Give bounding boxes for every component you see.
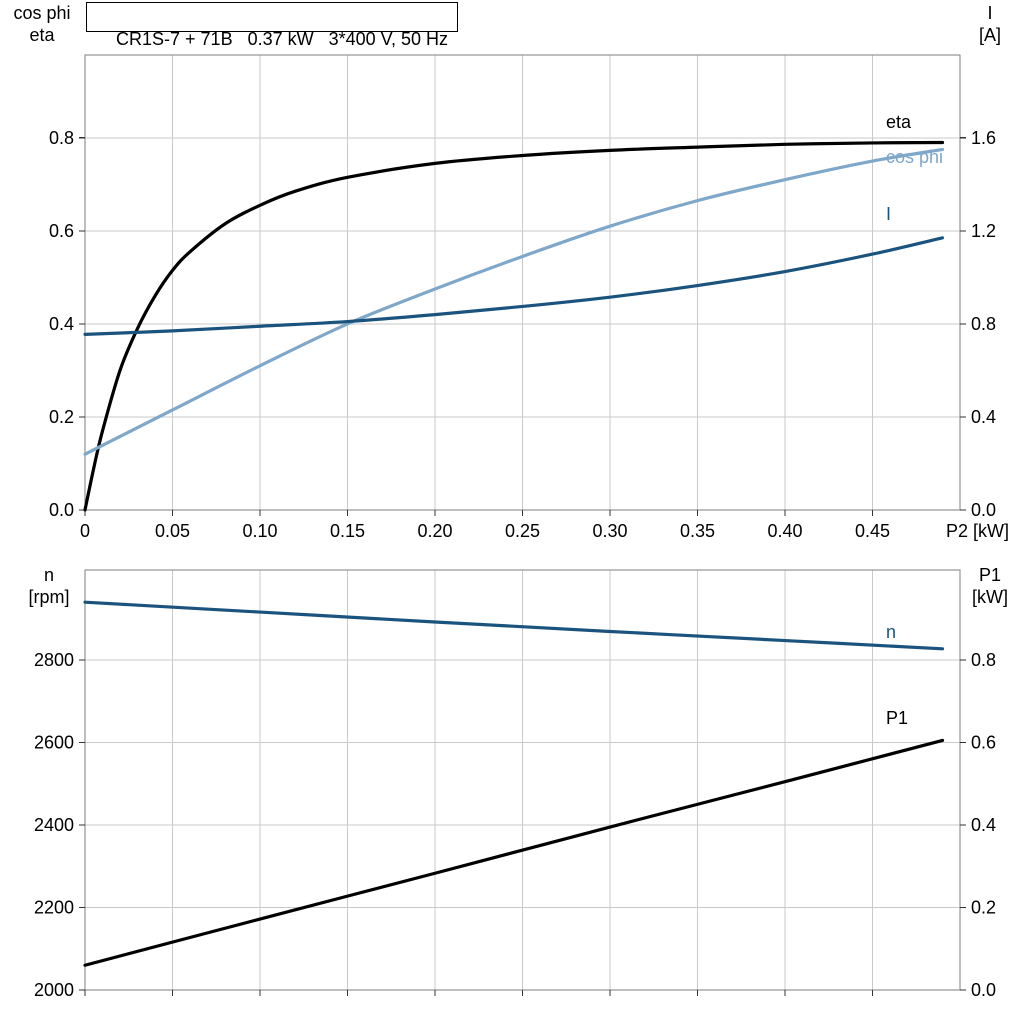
curve-label-speed: n <box>886 622 897 642</box>
x-axis-tick-label: 0.40 <box>767 521 802 541</box>
left-axis-tick-label: 0.2 <box>49 407 74 427</box>
right-axis-tick-label: 0.8 <box>971 314 996 334</box>
x-axis-tick-label: 0.10 <box>242 521 277 541</box>
tick-labels: 0.0 0.2 0.4 0.6 0.8 0.0 0.4 0.8 1.2 1.6 0 0.05 0.10 0… <box>49 128 1009 541</box>
right-axis-title-line2: [A] <box>978 25 1001 45</box>
left-axis-tick-label: 0.0 <box>49 500 74 520</box>
bottom-left-axis-title: n [rpm] <box>16 564 82 608</box>
top-right-axis-title: I [A] <box>960 2 1020 46</box>
right-axis-title-line1: I <box>987 3 993 23</box>
left-axis-tick-label: 0.8 <box>49 128 74 148</box>
x-axis-title: P2 [kW] <box>946 521 1009 541</box>
right-axis-tick-label: 0.8 <box>971 650 996 670</box>
top-left-axis-title: cos phi eta <box>4 2 80 46</box>
series-eta <box>83 140 945 512</box>
tick-marks <box>79 659 966 996</box>
chart-title-box: CR1S-7 + 71B 0.37 kW 3*400 V, 50 Hz <box>86 2 459 49</box>
left-axis-title-line2: eta <box>29 25 55 45</box>
left-axis-tick-label: 0.6 <box>49 221 74 241</box>
right-axis-tick-label: 1.6 <box>971 128 996 148</box>
x-axis-tick-label: 0.25 <box>505 521 540 541</box>
power-axis-title-line2: [kW] <box>972 587 1008 607</box>
series-i <box>83 236 945 336</box>
left-axis-tick-label: 2000 <box>34 980 74 1000</box>
chart-title: CR1S-7 + 71B 0.37 kW 3*400 V, 50 Hz <box>116 29 449 49</box>
right-axis-tick-label: 0.0 <box>971 980 996 1000</box>
right-axis-tick-label: 0.0 <box>971 500 996 520</box>
curve-label-p1: P1 <box>886 708 909 728</box>
power-axis-title-line1: P1 <box>978 565 1002 585</box>
x-axis-tick-label: 0.05 <box>155 521 190 541</box>
curve-label-current: I <box>886 204 892 224</box>
x-axis-tick-label: 0.45 <box>855 521 890 541</box>
left-axis-tick-label: 2200 <box>34 897 74 917</box>
speed-axis-title-line2: [rpm] <box>28 587 70 607</box>
right-axis-tick-label: 0.2 <box>971 897 996 917</box>
x-axis-tick-label: 0.30 <box>592 521 627 541</box>
speed-axis-title-line1: n <box>43 565 54 585</box>
right-axis-tick-label: 0.4 <box>971 407 996 427</box>
series-p1 <box>83 738 945 967</box>
tick-labels: 2000 2200 2400 2600 2800 0.0 0.2 0.4 0.6 0.8 <box>34 650 996 1000</box>
right-axis-tick-label: 0.6 <box>971 732 996 752</box>
left-axis-tick-label: 0.4 <box>49 314 74 334</box>
right-axis-tick-label: 1.2 <box>971 221 996 241</box>
grid <box>85 55 960 510</box>
x-axis-tick-label: 0.20 <box>417 521 452 541</box>
series-n <box>83 600 945 651</box>
series-cos-phi <box>83 147 945 456</box>
right-axis-tick-label: 0.4 <box>971 815 996 835</box>
left-axis-title-line1: cos phi <box>13 3 71 23</box>
left-axis-tick-label: 2400 <box>34 815 74 835</box>
x-axis-tick-label: 0.35 <box>680 521 715 541</box>
x-axis-tick-label: 0.15 <box>330 521 365 541</box>
curve-label-cos-phi: cos phi <box>886 147 944 167</box>
grid <box>85 570 960 990</box>
bottom-right-axis-title: P1 [kW] <box>960 564 1020 608</box>
left-axis-tick-label: 2600 <box>34 732 74 752</box>
curve-label-eta: eta <box>886 112 912 132</box>
x-axis-tick-label: 0 <box>80 521 90 541</box>
left-axis-tick-label: 2800 <box>34 650 74 670</box>
